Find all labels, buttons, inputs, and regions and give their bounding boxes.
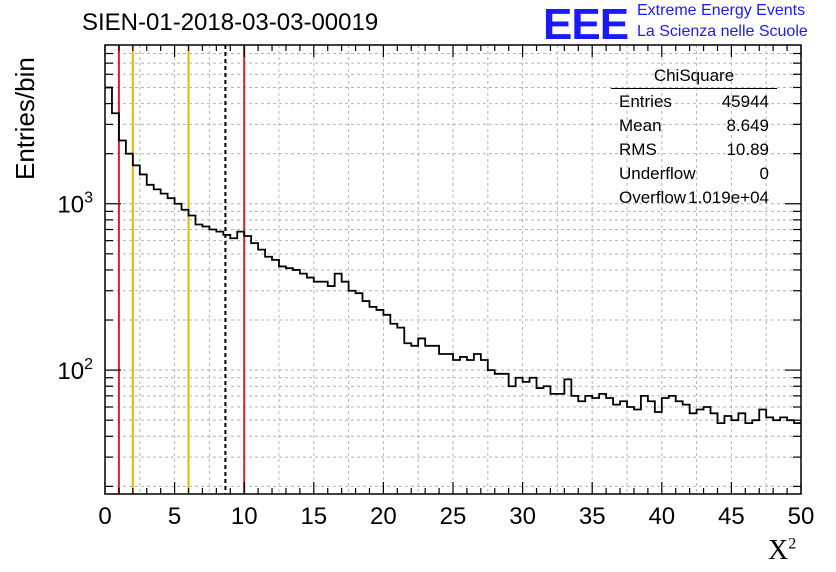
x-tick-label: 50 [788, 503, 815, 530]
stats-title: ChiSquare [611, 66, 777, 89]
x-tick-label: 10 [231, 503, 258, 530]
y-tick-label: 103 [57, 190, 93, 219]
x-tick-label: 25 [440, 503, 467, 530]
x-axis-label-exponent: 2 [788, 535, 797, 553]
stats-box: ChiSquare Entries 45944 Mean 8.649 RMS 1… [611, 66, 777, 210]
stats-value: 45944 [721, 92, 769, 111]
y-tick-label: 102 [57, 356, 93, 385]
stats-key: Underflow [619, 164, 696, 183]
y-tick-label-base: 10 [57, 192, 84, 219]
x-tick-label: 45 [718, 503, 745, 530]
x-tick-label: 40 [648, 503, 675, 530]
x-tick-label: 35 [579, 503, 606, 530]
y-tick-label-exponent: 2 [84, 356, 93, 373]
x-tick-label: 0 [98, 503, 111, 530]
x-tick-label: 20 [370, 503, 397, 530]
stats-row-rms: RMS 10.89 [611, 138, 777, 162]
y-axis-label: Entries/bin [10, 57, 40, 180]
stats-row-overflow: Overflow 1.019e+04 [611, 186, 777, 210]
stats-row-underflow: Underflow 0 [611, 162, 777, 186]
x-tick-label: 30 [509, 503, 536, 530]
stats-key: RMS [619, 140, 657, 159]
stats-key: Entries [619, 92, 672, 111]
stats-value: 1.019e+04 [688, 188, 769, 207]
stats-value: 8.649 [726, 116, 769, 135]
eee-logo: EEE [543, 0, 629, 49]
stats-value: 10.89 [726, 140, 769, 159]
y-tick-label-base: 10 [57, 358, 84, 385]
x-tick-label: 5 [168, 503, 181, 530]
histogram-series [105, 86, 801, 425]
x-tick-label: 15 [300, 503, 327, 530]
x-axis-label: X2 [768, 535, 796, 567]
stats-key: Mean [619, 116, 662, 135]
stats-key: Overflow [619, 188, 687, 207]
logo-line-2: La Scienza nelle Scuole [637, 23, 808, 40]
logo-line-1: Extreme Energy Events [637, 2, 806, 19]
chart-title: SIEN-01-2018-03-03-00019 [82, 9, 379, 36]
x-axis-label-base: X [768, 535, 789, 566]
y-tick-label-exponent: 3 [84, 190, 93, 207]
stats-row-mean: Mean 8.649 [611, 114, 777, 138]
stats-row-entries: Entries 45944 [611, 90, 777, 114]
stats-value: 0 [759, 164, 769, 183]
